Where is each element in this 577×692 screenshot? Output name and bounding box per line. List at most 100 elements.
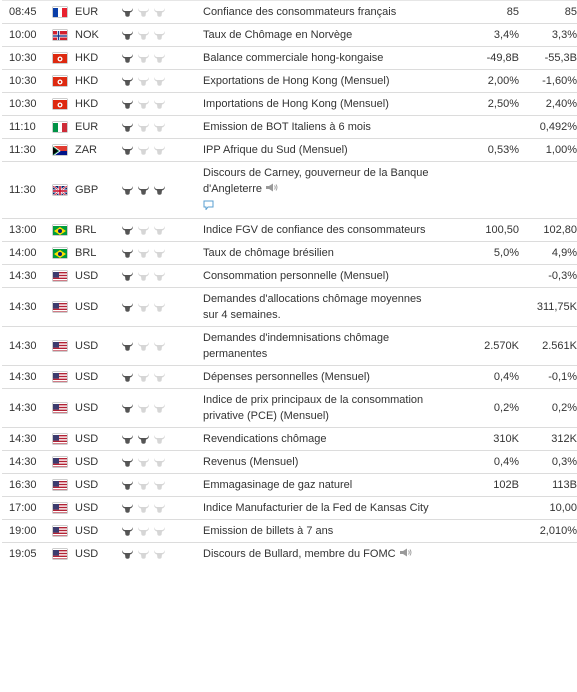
bull-icon	[137, 271, 150, 282]
event-actual	[439, 496, 519, 520]
event-actual	[439, 287, 519, 327]
event-actual: 0,4%	[439, 365, 519, 389]
event-row[interactable]: 10:30 HKD Exportations de Hong Kong (Mensu…	[2, 69, 577, 93]
event-row[interactable]: 10:30 HKD Importations de Hong Kong (Mensu…	[2, 92, 577, 116]
event-time: 19:05	[2, 542, 53, 566]
event-row[interactable]: 14:30 USD Dépenses personnelles (Mensuel) 0…	[2, 365, 577, 389]
importance-rating	[119, 30, 166, 41]
event-actual: 0,2%	[439, 388, 519, 428]
bull-icon	[153, 145, 166, 156]
importance-cell	[119, 450, 202, 474]
importance-rating	[119, 225, 166, 236]
event-time: 14:30	[2, 326, 53, 366]
event-row[interactable]: 14:30 USD Demandes d'indemnisations chômag…	[2, 326, 577, 366]
event-title[interactable]: Confiance des consommateurs français	[203, 6, 397, 18]
bull-icon	[153, 457, 166, 468]
event-previous: 2,40%	[519, 92, 577, 116]
bull-icon	[137, 480, 150, 491]
flag-cell	[53, 241, 73, 265]
importance-rating	[119, 457, 166, 468]
bull-icon	[121, 53, 134, 64]
event-title[interactable]: Discours de Carney, gouverneur de la Ban…	[203, 167, 429, 195]
importance-rating	[119, 271, 166, 282]
bull-icon	[137, 503, 150, 514]
flag-cell	[53, 287, 73, 327]
event-title[interactable]: Revenus (Mensuel)	[203, 456, 299, 469]
bull-icon	[153, 7, 166, 18]
event-cell: Demandes d'allocations chômage moyennes …	[202, 287, 439, 327]
event-currency: USD	[73, 427, 119, 451]
event-row[interactable]: 16:30 USD Emmagasinage de gaz naturel 102B 1…	[2, 473, 577, 497]
event-title[interactable]: Discours de Bullard, membre du FOMC	[203, 548, 396, 561]
flag-cell	[53, 365, 73, 389]
event-currency: ZAR	[73, 138, 119, 162]
event-row[interactable]: 14:30 USD Consommation personnelle (Mensue…	[2, 264, 577, 288]
event-actual: 310K	[439, 427, 519, 451]
event-title[interactable]: Consommation personnelle (Mensuel)	[203, 270, 389, 283]
speech-icon	[265, 181, 278, 197]
event-row[interactable]: 14:30 USD Revenus (Mensuel) 0,4% 0,3%	[2, 450, 577, 474]
event-row[interactable]: 14:30 USD Revendications chômage 310K 312K	[2, 427, 577, 451]
event-row[interactable]: 10:30 HKD Balance commerciale hong-kongais…	[2, 46, 577, 70]
bull-icon	[137, 53, 150, 64]
event-title[interactable]: Indice de prix principaux de la consomma…	[203, 394, 424, 423]
bull-icon	[137, 225, 150, 236]
event-title[interactable]: Indice FGV de confiance des consommateur…	[203, 224, 426, 237]
event-row[interactable]: 14:30 USD Indice de prix principaux de la …	[2, 388, 577, 428]
bull-icon	[137, 248, 150, 259]
event-title[interactable]: Demandes d'indemnisations chômage perman…	[203, 332, 390, 361]
flag-cell	[53, 519, 73, 543]
bull-icon	[153, 53, 166, 64]
event-row[interactable]: 17:00 USD Indice Manufacturier de la Fed d…	[2, 496, 577, 520]
event-title[interactable]: Indice Manufacturier de la Fed de Kansas…	[203, 502, 429, 515]
event-title[interactable]: Balance commerciale hong-kongaise	[203, 52, 384, 64]
event-cell: Emission de billets à 7 ans	[202, 519, 439, 543]
event-row[interactable]: 10:00 NOK Taux de Chômage en Norvège 3,4% 3,…	[2, 23, 577, 47]
event-title[interactable]: Exportations de Hong Kong (Mensuel)	[203, 75, 390, 87]
bull-icon	[121, 503, 134, 514]
event-title[interactable]: Emission de BOT Italiens à 6 mois	[203, 121, 371, 133]
event-title[interactable]: Importations de Hong Kong (Mensuel)	[203, 98, 389, 110]
event-previous: 0,492%	[519, 115, 577, 139]
event-time: 14:30	[2, 388, 53, 428]
importance-cell	[119, 287, 202, 327]
importance-cell	[119, 138, 202, 162]
event-title[interactable]: Demandes d'allocations chômage moyennes …	[203, 293, 422, 322]
flag-cell	[53, 160, 73, 219]
comment-icon[interactable]	[203, 199, 439, 215]
bull-icon	[121, 122, 134, 133]
event-previous: -0,3%	[519, 264, 577, 288]
event-currency: USD	[73, 287, 119, 327]
importance-rating	[119, 145, 166, 156]
event-title[interactable]: Emmagasinage de gaz naturel	[203, 479, 353, 492]
event-previous: 10,00	[519, 496, 577, 520]
event-row[interactable]: 11:10 EUR Emission de BOT Italiens à 6 moi…	[2, 115, 577, 139]
event-title[interactable]: Revendications chômage	[203, 433, 327, 446]
event-title[interactable]: Dépenses personnelles (Mensuel)	[203, 371, 370, 384]
event-title[interactable]: Emission de billets à 7 ans	[203, 525, 334, 538]
event-cell: Confiance des consommateurs français	[202, 0, 439, 24]
event-row[interactable]: 14:00 BRL Taux de chômage brésilien 5,0% 4,9…	[2, 241, 577, 265]
event-title[interactable]: Taux de chômage brésilien	[203, 247, 334, 260]
event-row[interactable]: 11:30 ZAR IPP Afrique du Sud (Mensuel) 0,53…	[2, 138, 577, 162]
event-title[interactable]: IPP Afrique du Sud (Mensuel)	[203, 144, 348, 156]
flag-cell	[53, 542, 73, 566]
flag-cell	[53, 496, 73, 520]
event-row[interactable]: 19:00 USD Emission de billets à 7 ans 2,010…	[2, 519, 577, 543]
event-cell: Emmagasinage de gaz naturel	[202, 473, 439, 497]
event-row[interactable]: 19:05 USD Discours de Bullard, membre du F…	[2, 542, 577, 566]
flag-cell	[53, 23, 73, 47]
flag-cell	[53, 450, 73, 474]
importance-cell	[119, 473, 202, 497]
event-actual: 5,0%	[439, 241, 519, 265]
event-row[interactable]: 13:00 BRL Indice FGV de confiance des cons…	[2, 218, 577, 242]
event-actual	[439, 264, 519, 288]
flag-us-icon	[53, 302, 67, 313]
event-actual	[439, 519, 519, 543]
event-row[interactable]: 08:45 EUR Confiance des consommateurs fran…	[2, 0, 577, 24]
event-row[interactable]: 14:30 USD Demandes d'allocations chômage m…	[2, 287, 577, 327]
event-row[interactable]: 11:30 GBP Discours de Carney, gouverneur d…	[2, 160, 577, 219]
event-time: 14:30	[2, 365, 53, 389]
event-actual	[439, 160, 519, 219]
event-title[interactable]: Taux de Chômage en Norvège	[203, 29, 353, 41]
